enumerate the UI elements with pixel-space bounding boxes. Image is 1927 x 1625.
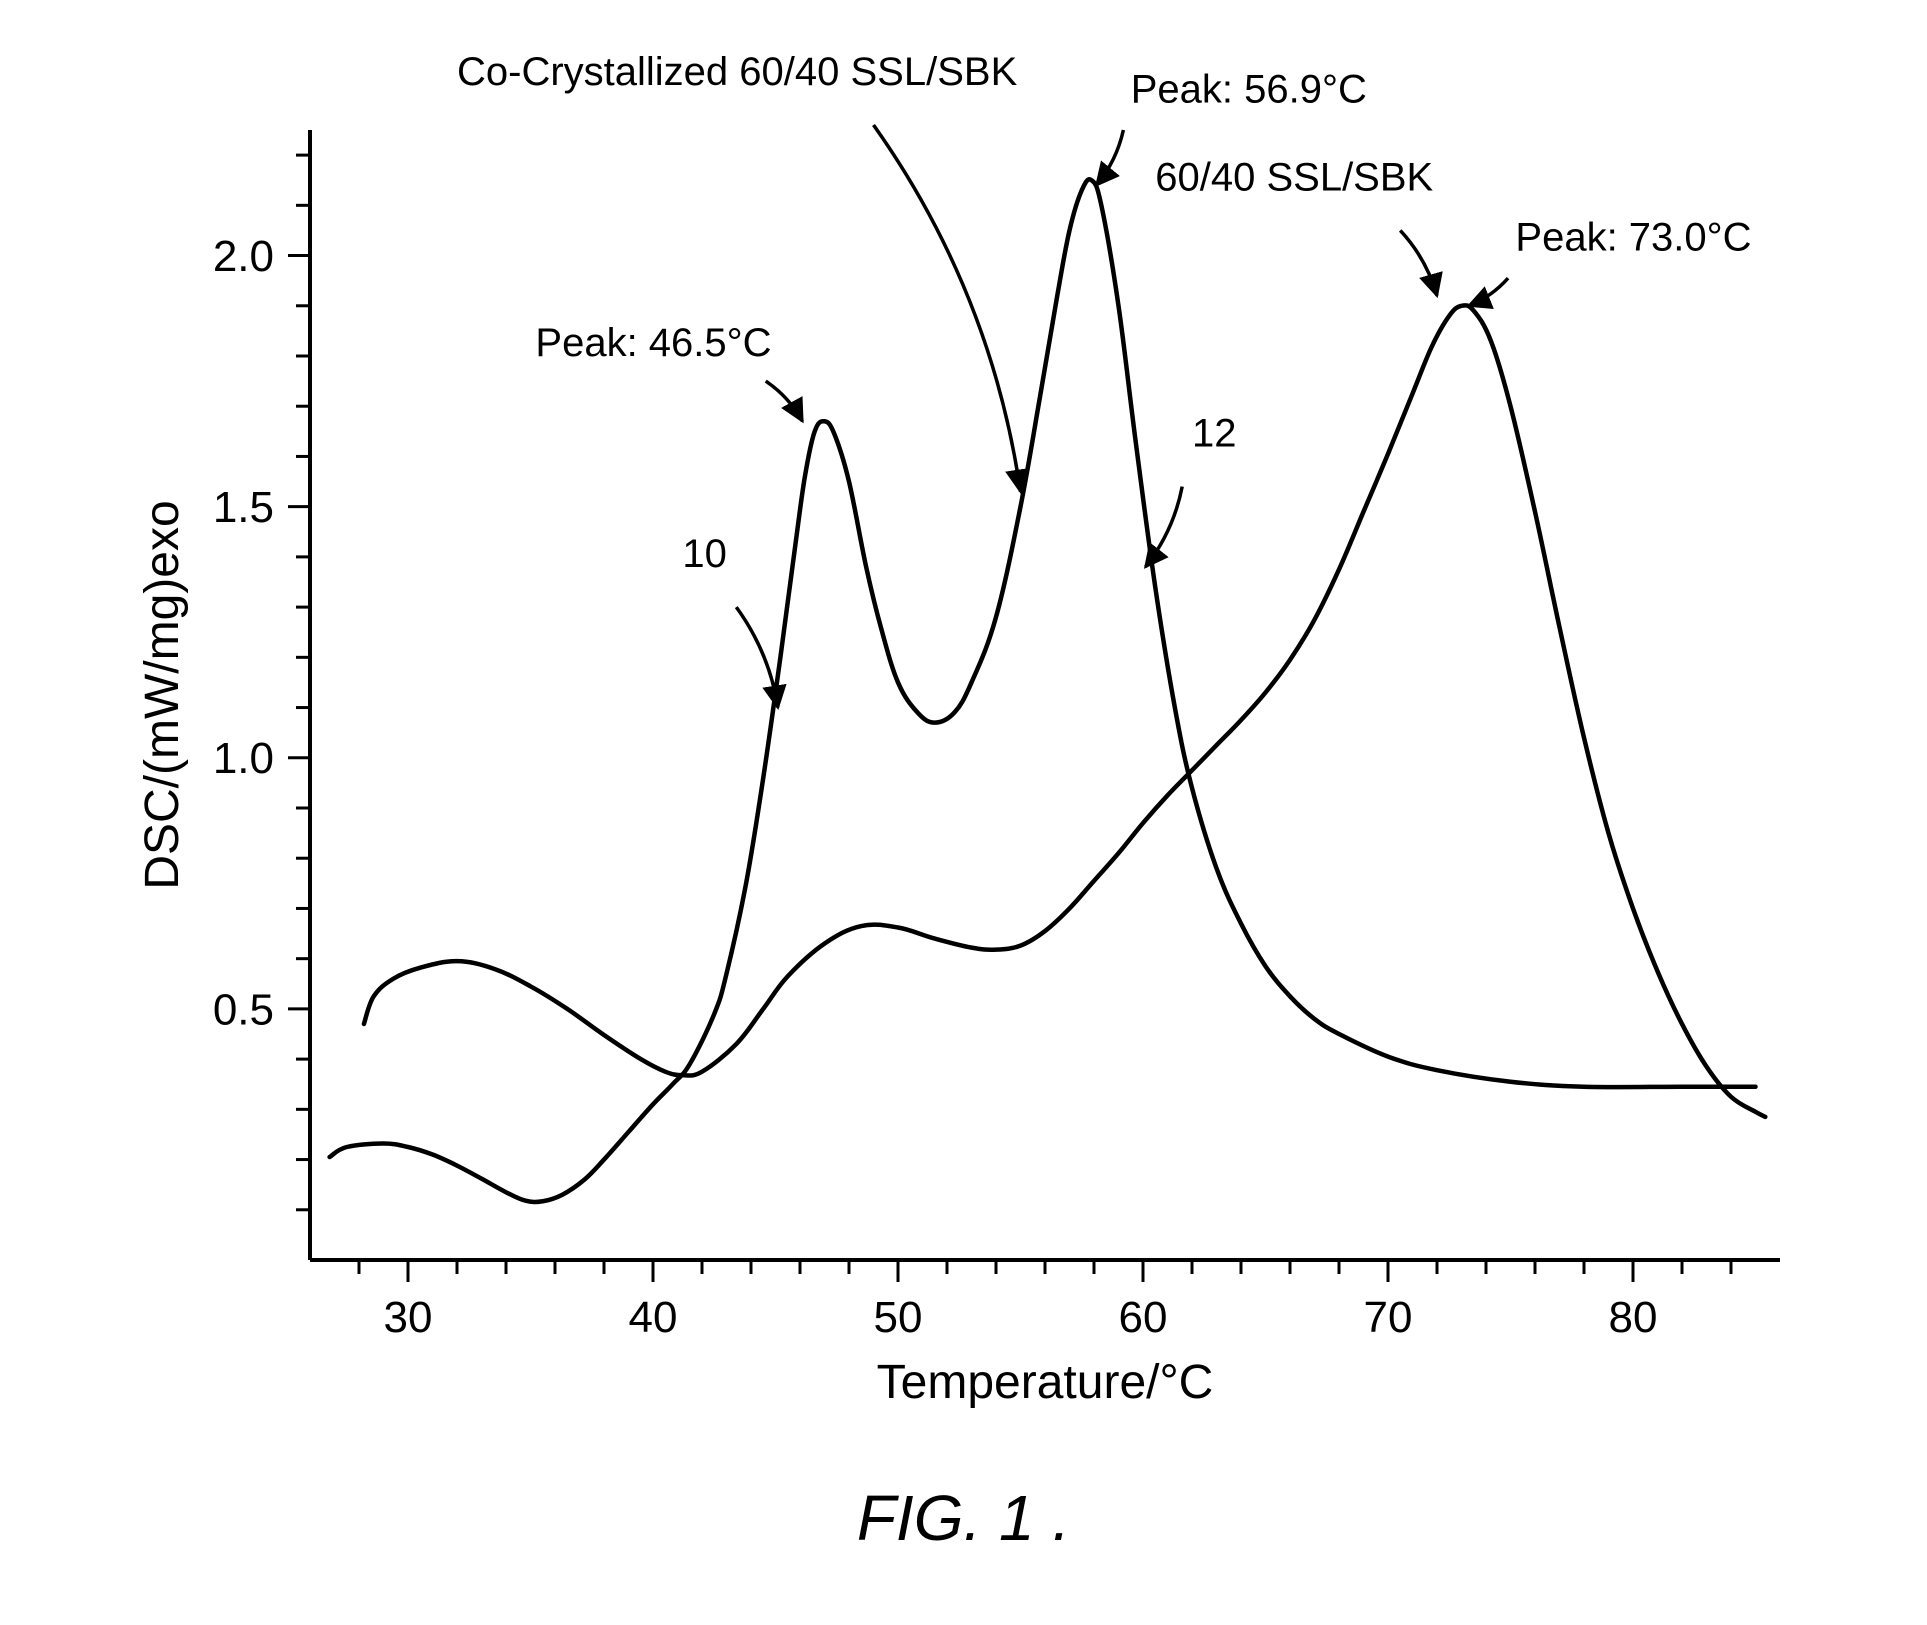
- dsc-chart-svg: 30 40 50 60 70 80 0.5 1.0 1.5 2.0 Temperature/°C DS…: [0, 0, 1927, 1625]
- x-tick-label: 50: [874, 1293, 923, 1342]
- x-axis-label: Temperature/°C: [877, 1356, 1214, 1409]
- anno-co-cryst-text: Co-Crystallized 60/40 SSL/SBK: [457, 50, 1018, 94]
- anno-peak730-text: Peak: 73.0°C: [1515, 216, 1751, 260]
- y-tick-label: 0.5: [213, 985, 274, 1034]
- anno-c10-text: 10: [682, 532, 727, 576]
- x-tick-label: 60: [1119, 1293, 1168, 1342]
- figure-container: 30 40 50 60 70 80 0.5 1.0 1.5 2.0 Temperature/°C DS…: [0, 0, 1927, 1625]
- x-tick-label: 30: [384, 1293, 433, 1342]
- x-tick-label: 70: [1364, 1293, 1413, 1342]
- x-tick-label: 80: [1609, 1293, 1658, 1342]
- y-tick-label: 2.0: [213, 232, 274, 281]
- anno-6040-text: 60/40 SSL/SBK: [1155, 155, 1433, 199]
- anno-peak465-text: Peak: 46.5°C: [535, 321, 771, 365]
- x-tick-label: 40: [629, 1293, 678, 1342]
- figure-caption: FIG. 1 .: [857, 1482, 1070, 1554]
- y-tick-label: 1.0: [213, 734, 274, 783]
- anno-c12-text: 12: [1192, 411, 1237, 455]
- y-axis-label: DSC/(mW/mg)exo: [136, 500, 189, 889]
- y-tick-label: 1.5: [213, 483, 274, 532]
- anno-peak569-text: Peak: 56.9°C: [1131, 67, 1367, 111]
